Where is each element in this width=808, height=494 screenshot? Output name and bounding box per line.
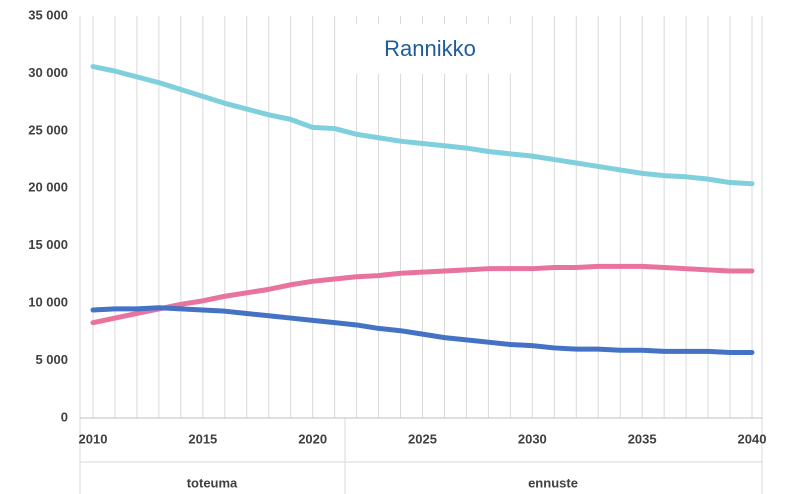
x-tick-label: 2040 [738,431,767,446]
y-tick-label: 35 000 [28,7,68,22]
y-tick-label: 20 000 [28,180,68,195]
data-line [90,263,755,326]
y-tick-label: 25 000 [28,122,68,137]
data-line [90,64,755,187]
y-tick-label: 5 000 [35,352,68,367]
x-tick-label: 2010 [79,431,108,446]
y-tick-label: 10 000 [28,295,68,310]
y-tick-label: 15 000 [28,237,68,252]
title-box [343,24,517,74]
period-label: ennuste [528,475,578,490]
x-tick-label: 2025 [408,431,437,446]
data-line [90,305,755,356]
y-tick-label: 30 000 [28,65,68,80]
y-tick-label: 0 [61,409,68,424]
x-tick-label: 2030 [518,431,547,446]
chart-title: Rannikko [384,36,476,61]
period-label: toteuma [187,475,238,490]
x-tick-label: 2035 [628,431,657,446]
x-tick-label: 2015 [188,431,217,446]
x-tick-label: 2020 [298,431,327,446]
